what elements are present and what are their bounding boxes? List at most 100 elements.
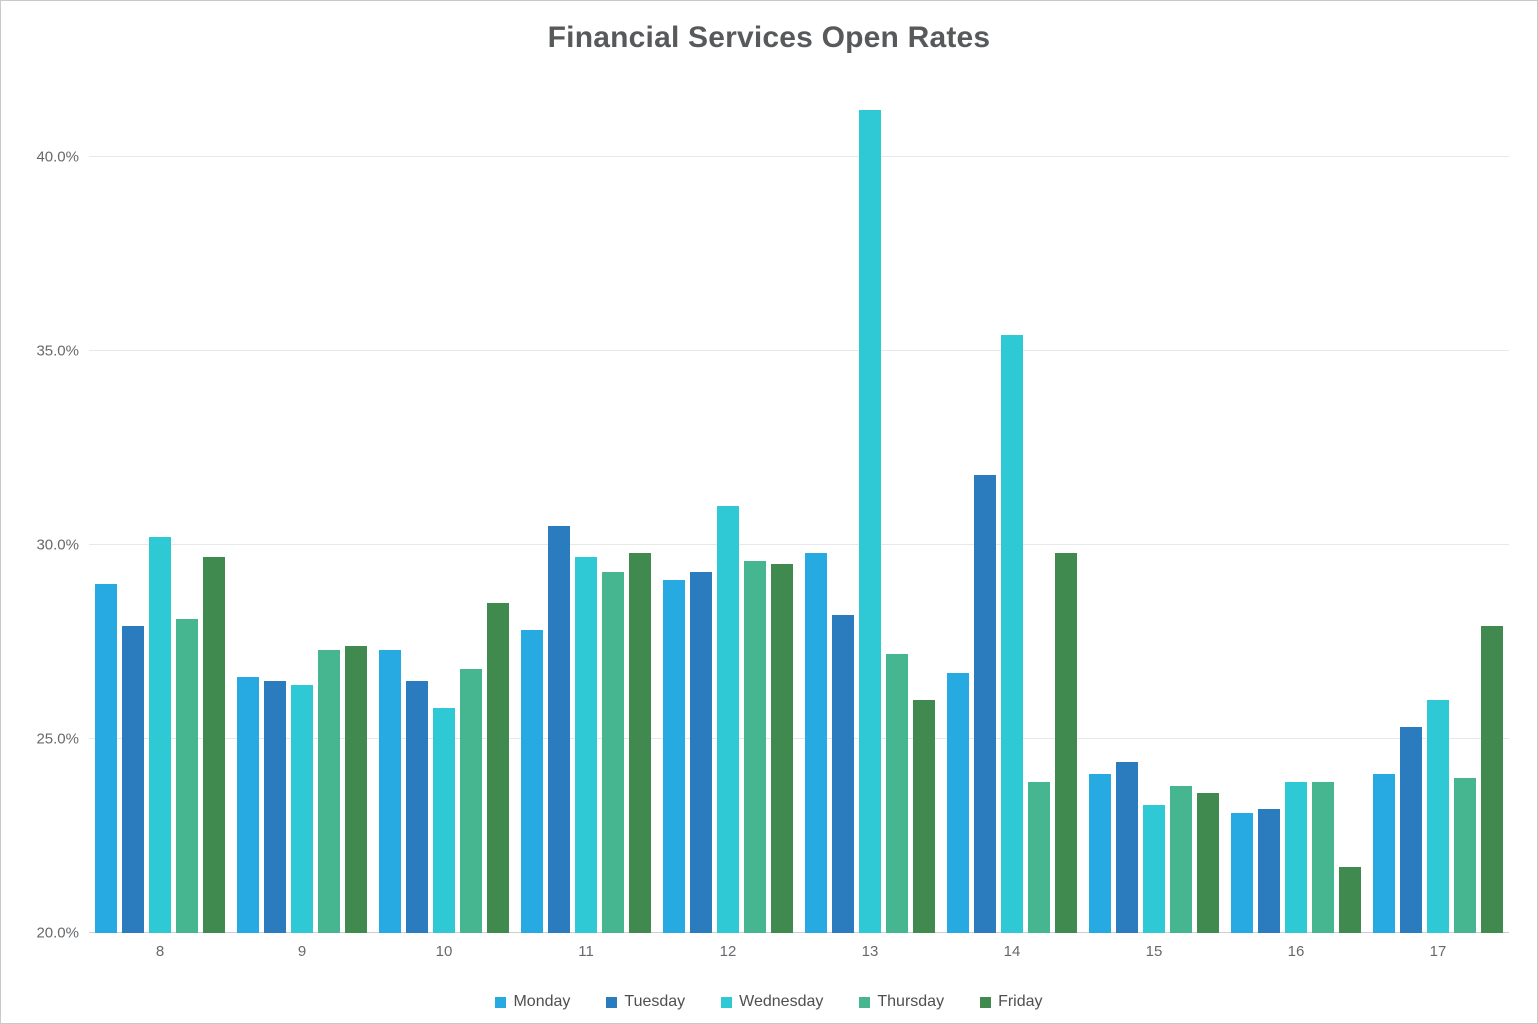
bar-group-9 [231, 91, 373, 933]
legend: Monday Tuesday Wednesday Thursday Friday [1, 993, 1537, 1011]
bar-group-14 [941, 91, 1083, 933]
bar-friday-12[interactable] [771, 564, 793, 933]
bar-wednesday-15[interactable] [1143, 804, 1165, 933]
bar-tuesday-15[interactable] [1116, 762, 1138, 933]
gridline-20.0% [89, 932, 1509, 933]
y-axis-labels: 20.0% 25.0% 30.0% 35.0% 40.0% [1, 91, 79, 941]
legend-label-thursday: Thursday [877, 993, 945, 1010]
bar-friday-15[interactable] [1197, 793, 1219, 933]
legend-swatch-icon-monday [495, 996, 507, 1008]
gridline-25.0% [89, 738, 1509, 739]
y-tick-label: 40.0% [36, 148, 79, 166]
bar-monday-9[interactable] [237, 676, 259, 933]
bar-tuesday-11[interactable] [548, 525, 570, 933]
bar-wednesday-17[interactable] [1427, 700, 1449, 933]
y-tick-label: 20.0% [36, 924, 79, 942]
bar-tuesday-13[interactable] [832, 614, 854, 933]
x-tick-label-11: 11 [578, 943, 594, 960]
bar-group-15 [1083, 91, 1225, 933]
bar-thursday-10[interactable] [460, 669, 482, 933]
bar-group-12 [657, 91, 799, 933]
bar-thursday-14[interactable] [1028, 781, 1050, 933]
bar-tuesday-8[interactable] [122, 626, 144, 933]
legend-label-friday: Friday [998, 993, 1043, 1010]
x-tick-label-14: 14 [1003, 943, 1021, 960]
y-tick-label: 25.0% [36, 730, 79, 748]
y-tick-label: 30.0% [36, 536, 79, 554]
legend-item-tuesday[interactable]: Tuesday [606, 993, 685, 1011]
bar-group-17 [1367, 91, 1509, 933]
legend-label-monday: Monday [513, 993, 571, 1010]
bar-monday-14[interactable] [947, 673, 969, 933]
bar-tuesday-14[interactable] [974, 475, 996, 933]
bar-thursday-8[interactable] [176, 618, 198, 933]
bar-group-13 [799, 91, 941, 933]
chart-title: Financial Services Open Rates [547, 21, 991, 54]
bar-monday-10[interactable] [379, 649, 401, 933]
bar-thursday-16[interactable] [1312, 781, 1334, 933]
bar-friday-16[interactable] [1339, 867, 1361, 933]
x-tick-label-10: 10 [435, 943, 453, 960]
bar-friday-10[interactable] [487, 603, 509, 933]
gridline-30.0% [89, 543, 1509, 545]
bar-wednesday-9[interactable] [291, 684, 313, 933]
legend-swatch-icon-tuesday [606, 996, 618, 1008]
bar-wednesday-13[interactable] [859, 110, 881, 933]
bar-tuesday-12[interactable] [690, 572, 712, 933]
x-tick-label-16: 16 [1287, 943, 1305, 960]
bar-monday-17[interactable] [1373, 773, 1395, 933]
bar-monday-13[interactable] [805, 552, 827, 933]
x-tick-label-15: 15 [1145, 943, 1163, 960]
legend-item-friday[interactable]: Friday [980, 993, 1043, 1011]
bar-wednesday-10[interactable] [433, 707, 455, 933]
plot-area [89, 91, 1509, 933]
bar-friday-17[interactable] [1481, 626, 1503, 933]
bar-wednesday-11[interactable] [575, 556, 597, 933]
bar-monday-8[interactable] [95, 583, 117, 933]
bar-thursday-12[interactable] [744, 560, 766, 933]
bar-tuesday-10[interactable] [406, 680, 428, 933]
x-axis-labels: 8 9 10 11 12 13 14 15 16 17 [89, 943, 1509, 965]
x-tick-label-12: 12 [719, 943, 737, 960]
legend-swatch-icon-thursday [859, 996, 871, 1008]
x-tick-label-8: 8 [155, 943, 165, 960]
bar-friday-9[interactable] [345, 645, 367, 933]
x-tick-label-9: 9 [297, 943, 307, 960]
legend-swatch-icon-friday [980, 996, 992, 1008]
bar-wednesday-14[interactable] [1001, 335, 1023, 933]
bar-group-16 [1225, 91, 1367, 933]
bar-friday-11[interactable] [629, 552, 651, 933]
bar-friday-13[interactable] [913, 700, 935, 933]
bar-tuesday-9[interactable] [264, 680, 286, 933]
bar-tuesday-17[interactable] [1400, 727, 1422, 933]
bar-group-8 [89, 91, 231, 933]
legend-label-tuesday: Tuesday [624, 993, 686, 1010]
bar-monday-16[interactable] [1231, 812, 1253, 933]
bar-monday-15[interactable] [1089, 773, 1111, 933]
bar-wednesday-12[interactable] [717, 506, 739, 933]
bar-wednesday-16[interactable] [1285, 781, 1307, 933]
bar-group-10 [373, 91, 515, 933]
bar-thursday-11[interactable] [602, 572, 624, 933]
bar-monday-12[interactable] [663, 579, 685, 933]
bar-group-11 [515, 91, 657, 933]
bar-wednesday-8[interactable] [149, 537, 171, 933]
legend-item-wednesday[interactable]: Wednesday [721, 993, 823, 1011]
x-tick-label-17: 17 [1429, 943, 1447, 960]
bar-monday-11[interactable] [521, 630, 543, 933]
bar-friday-8[interactable] [203, 556, 225, 933]
bar-thursday-17[interactable] [1454, 777, 1476, 933]
bar-tuesday-16[interactable] [1258, 808, 1280, 933]
bar-friday-14[interactable] [1055, 552, 1077, 933]
legend-label-wednesday: Wednesday [739, 993, 824, 1010]
bar-thursday-9[interactable] [318, 649, 340, 933]
y-tick-label: 35.0% [36, 342, 79, 360]
gridline-40.0% [89, 155, 1509, 157]
legend-item-monday[interactable]: Monday [495, 993, 570, 1011]
legend-item-thursday[interactable]: Thursday [859, 993, 944, 1011]
bar-thursday-15[interactable] [1170, 785, 1192, 933]
legend-swatch-icon-wednesday [721, 996, 733, 1008]
x-tick-label-13: 13 [861, 943, 879, 960]
bar-thursday-13[interactable] [886, 653, 908, 933]
